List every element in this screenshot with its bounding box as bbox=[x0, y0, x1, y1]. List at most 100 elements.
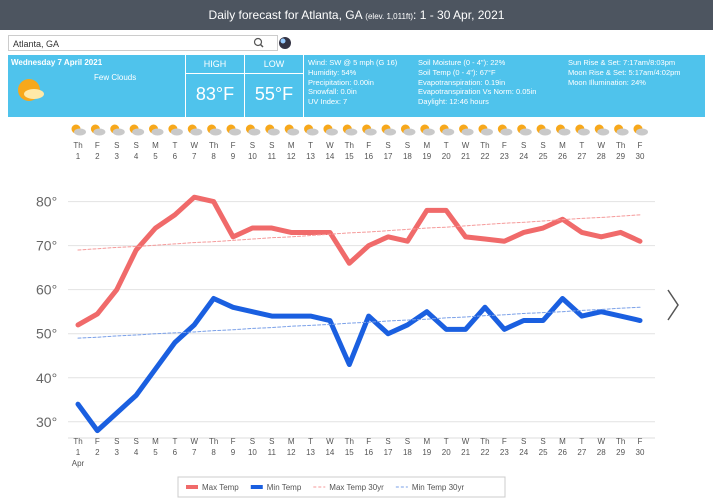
weekday: S bbox=[133, 141, 138, 150]
date: 17 bbox=[384, 152, 393, 161]
high-label: HIGH bbox=[186, 55, 244, 74]
x-tick-label: 29 bbox=[616, 448, 625, 457]
detail: Daylight: 12:46 hours bbox=[418, 97, 489, 107]
x-weekday-label: M bbox=[423, 437, 430, 446]
x-weekday-label: S bbox=[133, 437, 138, 446]
weekday: S bbox=[250, 141, 255, 150]
detail: Moon Rise & Set: 5:17am/4:02pm bbox=[568, 67, 681, 77]
icon-part bbox=[229, 128, 242, 136]
day-icon bbox=[536, 124, 552, 136]
icon-part bbox=[403, 128, 416, 136]
x-tick-label: 26 bbox=[558, 448, 567, 457]
icon-part bbox=[422, 128, 435, 136]
detail: Moon Illumination: 24% bbox=[568, 77, 646, 87]
x-weekday-label: T bbox=[308, 437, 313, 446]
day-icon bbox=[633, 124, 648, 136]
day-icon bbox=[226, 124, 242, 136]
detail: Evapotranspiration: 0.19in bbox=[418, 77, 506, 87]
x-tick-label: 6 bbox=[173, 448, 178, 457]
y-tick-label: 50° bbox=[36, 326, 57, 342]
x-tick-label: 18 bbox=[403, 448, 412, 457]
icon-part bbox=[170, 128, 183, 136]
day-icon bbox=[245, 124, 261, 136]
x-tick-label: 20 bbox=[442, 448, 451, 457]
x-weekday-label: W bbox=[326, 437, 334, 446]
date: 15 bbox=[345, 152, 354, 161]
x-weekday-label: Th bbox=[616, 437, 625, 446]
x-tick-label: 7 bbox=[192, 448, 197, 457]
icon-part bbox=[577, 128, 590, 136]
day-icon bbox=[362, 124, 377, 136]
weekday: W bbox=[190, 141, 198, 150]
icon-part bbox=[539, 128, 552, 136]
icon-part bbox=[636, 128, 648, 136]
day-icon bbox=[265, 124, 280, 136]
date: 13 bbox=[306, 152, 315, 161]
date: 20 bbox=[442, 152, 451, 161]
x-tick-label: 23 bbox=[500, 448, 509, 457]
weekday: M bbox=[152, 141, 159, 150]
date: 14 bbox=[325, 152, 334, 161]
series-line bbox=[77, 214, 641, 251]
icon-part bbox=[287, 128, 300, 136]
month-label: Apr bbox=[72, 459, 85, 468]
weekday: Th bbox=[209, 141, 218, 150]
x-weekday-label: S bbox=[250, 437, 255, 446]
x-weekday-label: T bbox=[444, 437, 449, 446]
search-icons[interactable] bbox=[252, 36, 292, 52]
low-box: LOW 55°F bbox=[244, 55, 304, 117]
icon-part bbox=[248, 128, 261, 136]
day-icon bbox=[381, 124, 397, 136]
x-tick-label: 27 bbox=[577, 448, 586, 457]
header: Daily forecast for Atlanta, GA (elev. 1,… bbox=[0, 0, 713, 30]
day-icon bbox=[459, 124, 474, 136]
day-icon bbox=[129, 124, 145, 136]
series-line bbox=[75, 194, 643, 328]
search-box[interactable]: Atlanta, GA bbox=[8, 35, 278, 51]
day-icon bbox=[614, 124, 629, 136]
y-tick-label: 70° bbox=[36, 238, 57, 254]
date: 8 bbox=[211, 152, 216, 161]
detail: Sun Rise & Set: 7:17am/8:03pm bbox=[568, 58, 676, 67]
next-arrow[interactable] bbox=[667, 289, 679, 321]
high: 83°F bbox=[195, 84, 235, 104]
day-icon bbox=[594, 124, 610, 136]
icon-part bbox=[325, 128, 338, 136]
icon-part bbox=[442, 128, 455, 136]
weekday: T bbox=[444, 141, 449, 150]
x-tick-label: 17 bbox=[384, 448, 393, 457]
date: 1 bbox=[76, 152, 81, 161]
x-weekday-label: S bbox=[405, 437, 410, 446]
weekday: Th bbox=[480, 141, 489, 150]
weekday: S bbox=[540, 141, 545, 150]
day-icon bbox=[71, 124, 86, 136]
weekday: T bbox=[308, 141, 313, 150]
detail: Wind: SW @ 5 mph (G 16) bbox=[308, 58, 398, 67]
info-panel: Wednesday 7 April 2021 Few Clouds HIGH 83… bbox=[8, 55, 705, 117]
date: 9 bbox=[231, 152, 236, 161]
date: 30 bbox=[636, 152, 645, 161]
legend-label: Max Temp 30yr bbox=[329, 483, 384, 492]
weekday: T bbox=[172, 141, 177, 150]
x-tick-label: 25 bbox=[539, 448, 548, 457]
detail: Precipitation: 0.00in bbox=[308, 77, 374, 87]
date: 10 bbox=[248, 152, 257, 161]
x-weekday-label: F bbox=[502, 437, 507, 446]
x-weekday-label: S bbox=[385, 437, 390, 446]
detail: Snowfall: 0.0in bbox=[308, 87, 357, 97]
weekday: F bbox=[638, 141, 643, 150]
x-weekday-label: F bbox=[638, 437, 643, 446]
date: 2 bbox=[95, 152, 100, 161]
low: 55°F bbox=[254, 84, 294, 104]
icon-part bbox=[151, 128, 164, 136]
weekday: Th bbox=[616, 141, 625, 150]
x-weekday-label: Th bbox=[209, 437, 218, 446]
weekday: M bbox=[423, 141, 430, 150]
x-weekday-label: W bbox=[190, 437, 198, 446]
day-icon bbox=[342, 124, 358, 136]
x-weekday-label: W bbox=[462, 437, 470, 446]
weekday: T bbox=[579, 141, 584, 150]
x-tick-label: 21 bbox=[461, 448, 470, 457]
day-icon bbox=[284, 124, 300, 136]
x-tick-label: 19 bbox=[422, 448, 431, 457]
